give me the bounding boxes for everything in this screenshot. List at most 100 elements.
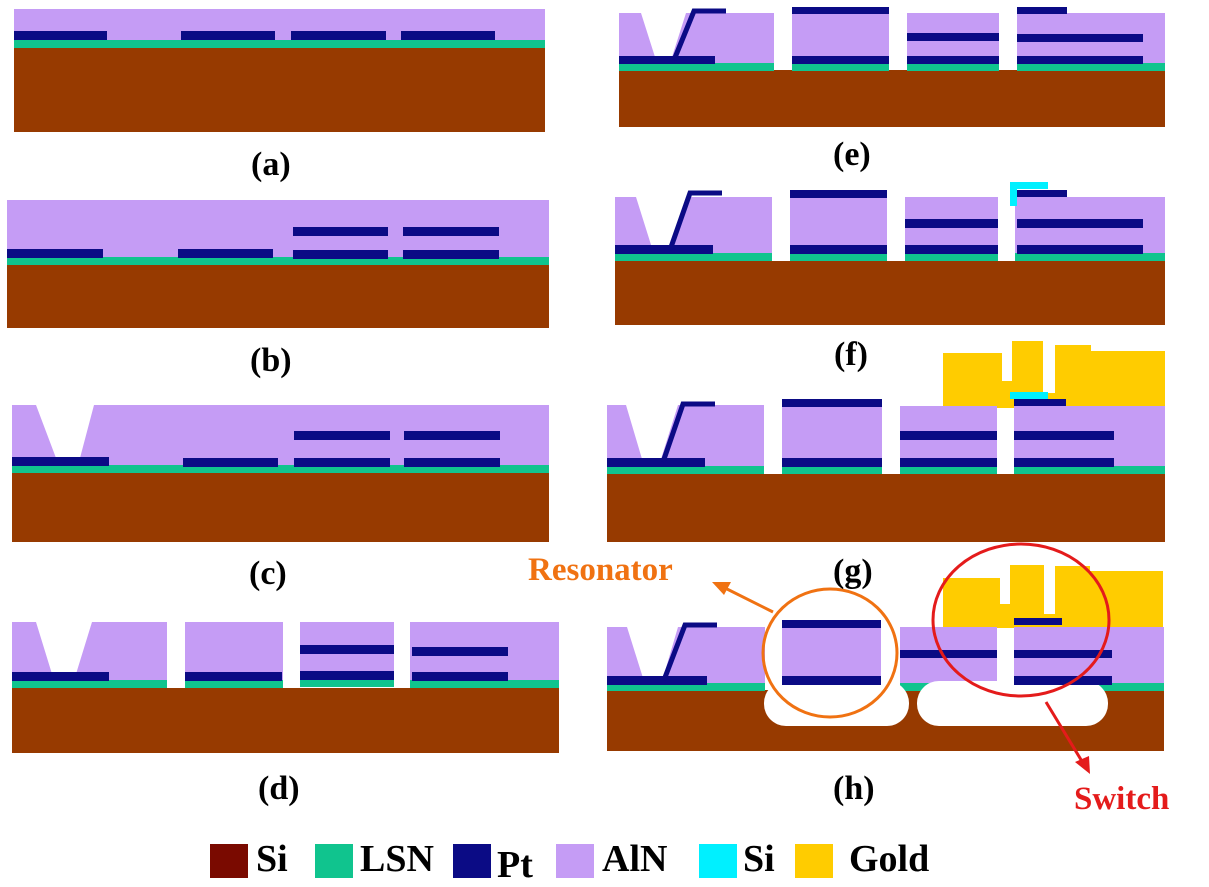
lsn-layer	[907, 63, 999, 71]
si-substrate	[607, 474, 1165, 542]
pt-electrode	[607, 676, 707, 685]
pt-via-trace	[667, 190, 722, 251]
aln-block	[782, 406, 882, 467]
lsn-layer	[1015, 253, 1165, 261]
panel-b-cross-section	[7, 200, 549, 328]
lsn-layer	[792, 63, 889, 71]
legend-swatch-lsn	[315, 844, 353, 878]
switch-arrow	[1044, 701, 1085, 764]
pt-top-electrode	[300, 645, 394, 654]
pt-top-electrode	[294, 431, 390, 440]
lsn-layer	[185, 680, 283, 688]
pt-top-electrode	[900, 431, 997, 440]
legend-swatch-si-sacrificial	[699, 844, 737, 878]
pt-top-electrode	[404, 431, 500, 440]
lsn-layer	[615, 253, 772, 261]
pt-electrode	[792, 56, 889, 64]
lsn-layer	[619, 63, 774, 71]
si-sacrificial-layer	[1010, 182, 1017, 206]
pt-top-electrode	[790, 190, 887, 198]
pt-electrode	[401, 31, 495, 40]
si-substrate	[12, 688, 559, 753]
pt-top-electrode	[1017, 7, 1067, 14]
pt-electrode	[905, 245, 998, 254]
aln-layer	[12, 622, 167, 681]
pt-top-electrode	[1017, 190, 1067, 197]
panel-h-cross-section	[607, 542, 1164, 774]
lsn-layer	[300, 679, 394, 687]
pt-electrode	[181, 31, 275, 40]
lsn-layer	[14, 40, 545, 48]
legend-label-gold: Gold	[849, 838, 930, 880]
pt-top-electrode	[782, 620, 881, 628]
lsn-layer	[790, 253, 887, 261]
lsn-layer	[12, 465, 549, 473]
legend-swatch-aln	[556, 844, 594, 878]
aln-layer	[615, 197, 772, 254]
aln-block	[790, 197, 887, 254]
lsn-layer	[12, 680, 167, 688]
pt-electrode	[907, 56, 999, 64]
lsn-layer	[1017, 63, 1165, 71]
pt-via-trace	[671, 8, 726, 61]
pt-electrode	[293, 250, 388, 259]
pt-top-electrode	[1014, 399, 1066, 406]
aln-layer	[619, 13, 774, 64]
si-substrate	[7, 264, 549, 328]
resonator-callout: Resonator	[528, 552, 673, 588]
panel-label-c: (c)	[249, 555, 287, 592]
pt-electrode	[403, 250, 499, 259]
pt-top-electrode	[1014, 618, 1062, 625]
panel-f-cross-section	[615, 182, 1165, 325]
pt-electrode	[185, 672, 282, 681]
pt-electrode	[1017, 56, 1143, 64]
pt-electrode	[607, 458, 705, 467]
lsn-layer	[607, 466, 764, 474]
pt-electrode	[900, 458, 997, 467]
pt-top-electrode	[782, 399, 882, 407]
switch-callout: Switch	[1074, 781, 1170, 817]
legend-label-lsn: LSN	[360, 838, 434, 880]
aln-layer	[12, 405, 549, 465]
lsn-layer	[1014, 466, 1165, 474]
legend-label-pt: Pt	[497, 844, 533, 886]
resonator-highlight-circle	[761, 587, 899, 719]
panel-label-a: (a)	[251, 146, 291, 183]
si-substrate	[12, 472, 549, 542]
panel-label-h: (h)	[833, 770, 875, 807]
panel-e-cross-section	[619, 7, 1165, 127]
si-sacrificial-layer	[1010, 182, 1048, 189]
pt-top-electrode	[1014, 650, 1112, 658]
pt-electrode	[404, 458, 500, 467]
pt-electrode	[782, 676, 881, 685]
pt-top-electrode	[1017, 219, 1143, 228]
pt-electrode	[178, 249, 273, 258]
legend-label-si-sacrificial: Si	[743, 838, 775, 880]
si-sacrificial-layer	[1010, 392, 1048, 399]
pt-top-electrode	[412, 647, 508, 656]
panel-label-d: (d)	[258, 770, 300, 807]
pt-electrode	[1017, 245, 1143, 254]
lsn-layer	[410, 680, 559, 688]
pt-electrode	[619, 56, 715, 64]
pt-electrode	[7, 249, 103, 258]
resonator-arrow	[724, 586, 774, 614]
panel-g-cross-section	[607, 341, 1165, 542]
pt-electrode	[615, 245, 713, 254]
aln-block	[792, 13, 889, 64]
resonator-arrowhead	[712, 582, 731, 595]
panel-d-cross-section	[12, 622, 559, 753]
pt-electrode	[1014, 458, 1114, 467]
pt-electrode	[291, 31, 386, 40]
pt-electrode	[12, 672, 109, 681]
pt-top-electrode	[1017, 34, 1143, 42]
panel-label-g: (g)	[833, 553, 873, 590]
si-substrate	[615, 261, 1165, 325]
pt-top-electrode	[907, 33, 999, 41]
legend: Si LSN Pt AlN Si Gold	[0, 836, 1209, 886]
panel-c-cross-section	[12, 405, 549, 542]
pt-via-trace	[661, 622, 717, 681]
switch-highlight-circle	[931, 542, 1111, 698]
pt-electrode	[790, 245, 887, 254]
lsn-layer	[905, 253, 998, 261]
